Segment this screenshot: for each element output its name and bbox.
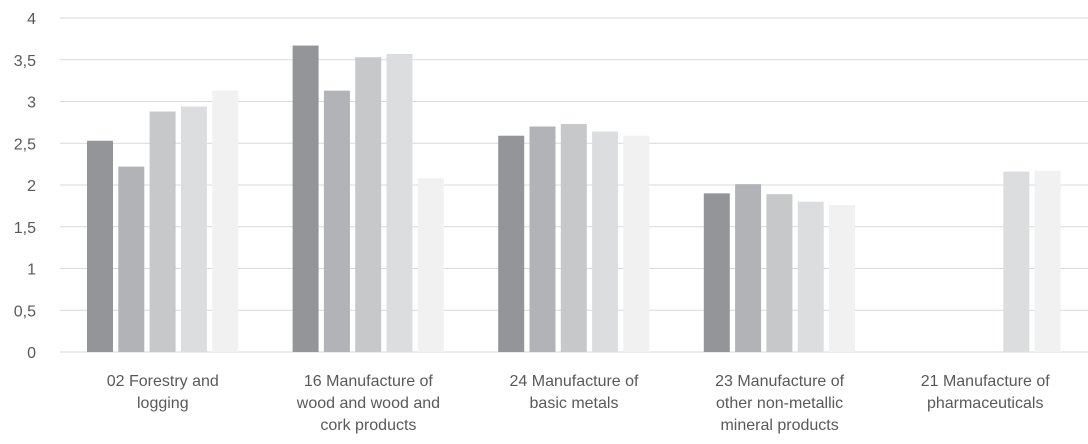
category-label: 21 Manufacture of pharmaceuticals <box>921 373 1051 412</box>
bar <box>735 184 762 352</box>
y-tick-label: 2 <box>27 178 36 195</box>
bar <box>1034 170 1061 352</box>
bar <box>703 193 730 352</box>
bar <box>323 90 350 353</box>
bar <box>529 126 556 352</box>
category-label: 16 Manufacture of wood and wood and cork p… <box>296 373 440 434</box>
bar <box>623 135 650 352</box>
y-tick-label: 0 <box>27 345 36 362</box>
y-tick-label: 1,5 <box>14 220 36 237</box>
y-axis-ticks: 0 0,5 1 1,5 2 2,5 3 3,5 4 <box>14 11 36 362</box>
y-tick-label: 1 <box>27 262 36 279</box>
category-label: 02 Forestry and logging <box>107 373 219 412</box>
bar <box>498 135 525 352</box>
bar <box>417 178 444 352</box>
bar <box>292 45 319 353</box>
bar <box>592 131 619 352</box>
bars <box>87 45 1061 353</box>
bar <box>118 166 145 352</box>
y-tick-label: 0,5 <box>14 303 36 320</box>
bar <box>560 124 587 352</box>
bar <box>386 53 413 352</box>
category-label: 24 Manufacture of basic metals <box>510 373 640 412</box>
bar <box>180 106 207 352</box>
category-label: 23 Manufacture of other non-metallic miner… <box>715 373 845 434</box>
y-tick-label: 3,5 <box>14 53 36 70</box>
y-tick-label: 4 <box>27 11 36 28</box>
bar <box>829 205 855 352</box>
bar <box>1003 171 1030 352</box>
bar <box>87 140 113 352</box>
x-axis-categories: 02 Forestry and logging 16 Manufacture of w… <box>107 373 1050 434</box>
y-tick-label: 3 <box>27 95 36 112</box>
y-tick-label: 2,5 <box>14 136 36 153</box>
bar <box>355 57 382 353</box>
bar <box>149 111 176 353</box>
bar <box>212 90 239 353</box>
bar <box>797 201 824 352</box>
bar <box>766 194 793 352</box>
